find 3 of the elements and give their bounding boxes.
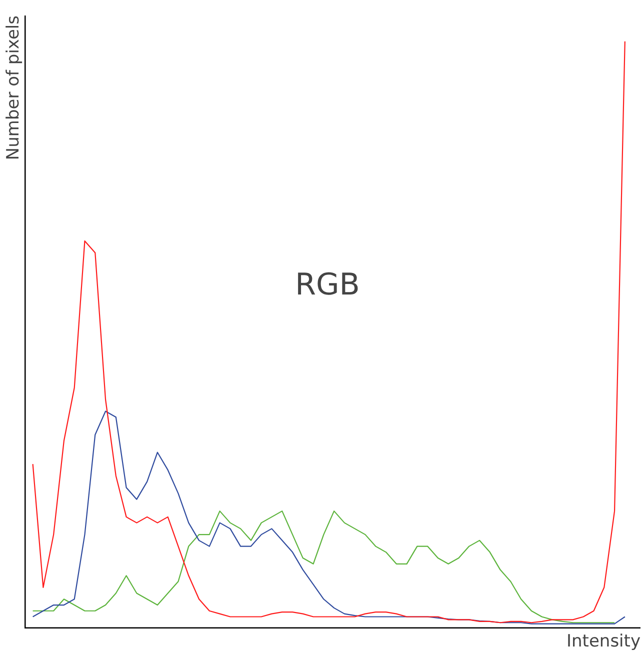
x-axis-title: Intensity (566, 632, 641, 652)
y-axis-title: Number of pixels (4, 15, 24, 160)
annotation: RGB (295, 268, 360, 302)
